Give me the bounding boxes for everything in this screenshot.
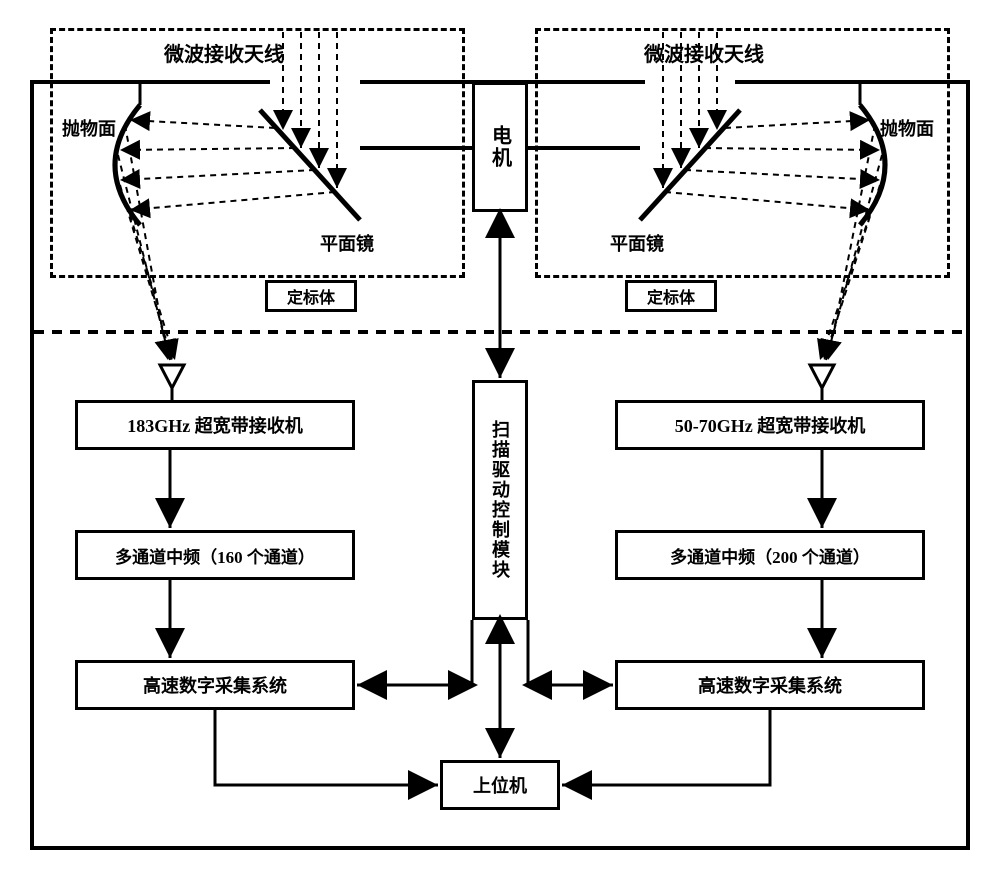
rx-right-box: 50-70GHz 超宽带接收机 [615, 400, 925, 450]
adc-right-box: 高速数字采集系统 [615, 660, 925, 710]
flat-mirror-label-left: 平面镜 [320, 230, 374, 256]
block-diagram: 微波接收天线 微波接收天线 抛物面 抛物面 平面镜 平面镜 电机 扫描驱动控制模… [20, 20, 980, 860]
calib-box-left: 定标体 [265, 280, 357, 312]
if-right-box: 多通道中频（200 个通道） [615, 530, 925, 580]
adc-left-label: 高速数字采集系统 [143, 672, 287, 698]
parabola-label-left: 抛物面 [62, 115, 116, 141]
rx-left-box: 183GHz 超宽带接收机 [75, 400, 355, 450]
flat-mirror-label-right: 平面镜 [610, 230, 664, 256]
host-box: 上位机 [440, 760, 560, 810]
scan-module-label: 扫描驱动控制模块 [487, 420, 513, 580]
adc-left-box: 高速数字采集系统 [75, 660, 355, 710]
rx-left-label: 183GHz 超宽带接收机 [127, 412, 303, 438]
gap-right [645, 77, 735, 85]
motor-label: 电机 [486, 125, 515, 169]
antenna-label-right: 微波接收天线 [640, 38, 768, 67]
parabola-label-right: 抛物面 [880, 115, 934, 141]
calib-left: 定标体 [265, 280, 357, 312]
if-left-label: 多通道中频（160 个通道） [115, 543, 315, 568]
calib-right: 定标体 [625, 280, 717, 312]
calib-label-right: 定标体 [647, 284, 695, 308]
motor-box: 电机 [472, 82, 528, 212]
scan-module-box: 扫描驱动控制模块 [472, 380, 528, 620]
antenna-label-left: 微波接收天线 [160, 38, 288, 67]
if-left-box: 多通道中频（160 个通道） [75, 530, 355, 580]
host-label: 上位机 [473, 772, 527, 798]
calib-box-right: 定标体 [625, 280, 717, 312]
gap-left [270, 77, 360, 85]
rx-right-label: 50-70GHz 超宽带接收机 [675, 412, 866, 438]
adc-right-label: 高速数字采集系统 [698, 672, 842, 698]
calib-label-left: 定标体 [287, 284, 335, 308]
if-right-label: 多通道中频（200 个通道） [670, 543, 870, 568]
